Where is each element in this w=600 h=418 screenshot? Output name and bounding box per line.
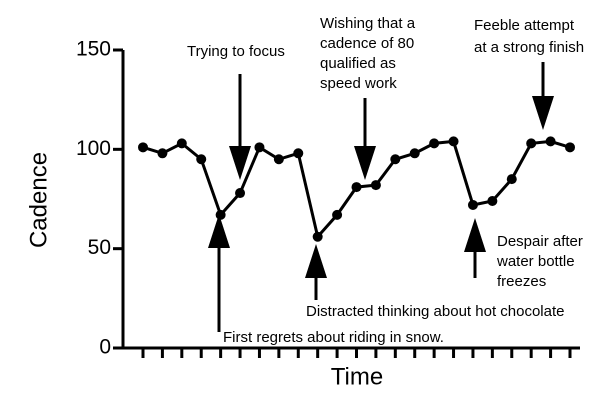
annotation: Trying to focus	[187, 43, 285, 60]
data-point	[565, 142, 575, 153]
annotation: water bottle	[496, 253, 575, 270]
annotation: speed work	[320, 75, 397, 92]
data-point	[487, 195, 498, 206]
y-axis-label: Cadence	[25, 152, 52, 248]
data-point	[506, 174, 517, 185]
annotation: Distracted thinking about hot chocolate	[306, 303, 565, 320]
data-point	[215, 209, 226, 220]
x-axis-label: Time	[331, 363, 383, 390]
data-point	[545, 136, 556, 147]
data-point	[312, 231, 323, 242]
data-point	[196, 154, 207, 165]
arrow-head	[208, 214, 230, 248]
data-point	[176, 138, 187, 149]
y-tick-label: 100	[76, 137, 111, 160]
data-point	[351, 182, 362, 193]
y-tick-label: 0	[99, 336, 111, 359]
data-point	[138, 142, 148, 153]
data-point	[467, 199, 478, 210]
data-point	[273, 154, 284, 165]
annotation: Wishing that a	[320, 15, 416, 32]
annotation: Despair after	[497, 233, 583, 250]
annotation: Feeble attempt	[474, 17, 575, 34]
y-tick-label: 150	[76, 38, 111, 61]
arrow-head	[229, 146, 251, 180]
data-point	[332, 209, 343, 220]
data-point	[448, 136, 459, 147]
y-tick-label: 50	[88, 236, 111, 259]
data-point	[526, 138, 537, 149]
arrow-head	[464, 218, 486, 252]
annotation: qualified as	[320, 55, 396, 72]
data-point	[409, 148, 420, 159]
data-point	[157, 148, 168, 159]
arrow-head	[532, 96, 554, 130]
arrow-head	[305, 244, 327, 278]
arrows	[208, 62, 554, 332]
annotation: freezes	[497, 273, 546, 290]
data-point	[293, 148, 304, 159]
annotation: at a strong finish	[474, 39, 584, 56]
arrow-head	[354, 146, 376, 180]
data-point	[235, 188, 246, 199]
annotation: cadence of 80	[320, 35, 414, 52]
data-point	[390, 154, 401, 165]
annotation: First regrets about riding in snow.	[223, 329, 444, 346]
data-point	[370, 180, 381, 191]
data-point	[254, 142, 265, 153]
data-point	[429, 138, 440, 149]
